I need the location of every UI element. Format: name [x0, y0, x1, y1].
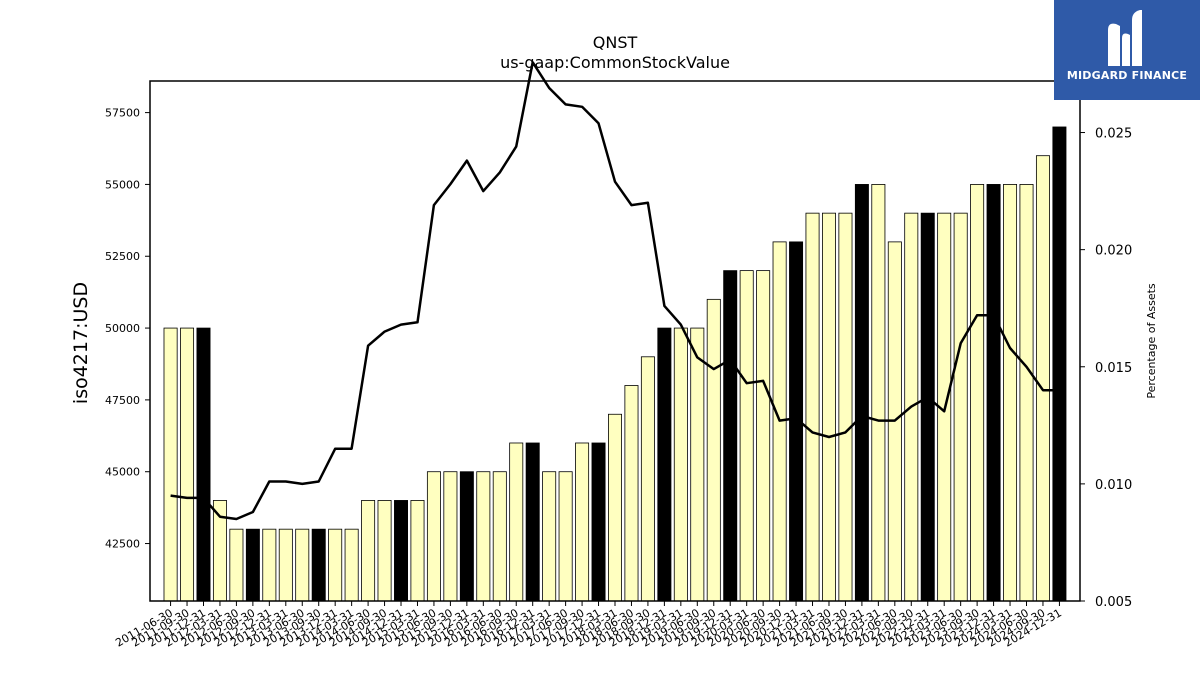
bar — [492, 471, 507, 602]
percentage-line — [170, 61, 1060, 521]
bar — [953, 212, 968, 602]
bar — [344, 528, 359, 602]
bar — [410, 500, 425, 602]
bar — [328, 528, 343, 602]
bar — [361, 500, 376, 602]
bar — [278, 528, 293, 602]
bar — [443, 471, 458, 602]
bar — [838, 212, 853, 602]
bar — [542, 471, 557, 602]
bar — [608, 413, 622, 602]
bar — [575, 442, 590, 602]
bar — [377, 500, 392, 602]
bar — [706, 298, 721, 602]
y2-tick-label: 0.010 — [1095, 478, 1132, 493]
bar — [476, 471, 491, 602]
bar — [509, 442, 524, 602]
axes-group: 42500 45000 47500 50000 52500 55000 57500 0.005… — [105, 80, 1132, 650]
bar — [558, 471, 573, 602]
bar — [196, 327, 211, 602]
logo: MIDGARD FINANCE — [1054, 0, 1200, 100]
chart-title: QNST — [593, 33, 638, 52]
y2-tick-label: 0.015 — [1095, 361, 1132, 376]
bar — [1035, 155, 1050, 602]
bar — [394, 500, 409, 602]
bars-group — [163, 126, 1067, 602]
bar — [180, 327, 195, 602]
y-axis-label: iso4217:USD — [70, 282, 92, 404]
bar — [690, 327, 705, 602]
bar — [624, 385, 639, 602]
bar — [673, 327, 688, 602]
bar — [723, 270, 738, 602]
bar — [986, 184, 1001, 602]
bar — [854, 184, 869, 602]
logo-text: MIDGARD FINANCE — [1066, 69, 1188, 82]
logo-mark-icon — [1108, 10, 1142, 67]
bar — [525, 442, 540, 602]
bar — [459, 471, 474, 602]
bar — [163, 327, 178, 602]
bar — [805, 212, 820, 602]
y-tick-label: 55000 — [105, 178, 140, 191]
bar — [262, 528, 277, 602]
bar — [1052, 126, 1067, 602]
y-tick-label: 50000 — [105, 322, 140, 335]
chart-subtitle: us-gaap:CommonStockValue — [500, 53, 730, 72]
y2-tick-label: 0.005 — [1095, 595, 1132, 610]
bar — [821, 212, 836, 602]
bar — [1003, 184, 1018, 602]
y2-tick-label: 0.025 — [1095, 127, 1132, 142]
bar — [295, 528, 310, 602]
y-tick-label: 45000 — [105, 466, 140, 479]
bar — [245, 528, 260, 602]
bar — [426, 471, 441, 602]
y-tick-label: 52500 — [105, 250, 140, 263]
bar — [591, 442, 606, 602]
y2-axis-label: Percentage of Assets — [1145, 283, 1158, 399]
bar — [1019, 184, 1034, 602]
bar — [756, 270, 771, 602]
y-tick-label: 57500 — [105, 107, 140, 120]
bar — [657, 327, 672, 602]
y-tick-label: 42500 — [105, 538, 140, 551]
bar — [920, 212, 935, 602]
bar — [970, 184, 985, 602]
y2-tick-label: 0.020 — [1095, 244, 1132, 259]
bar — [640, 356, 655, 602]
bar — [871, 184, 886, 602]
bar — [739, 270, 754, 602]
y-tick-label: 47500 — [105, 394, 140, 407]
line-group — [170, 61, 1060, 521]
bar — [311, 528, 326, 602]
bar — [229, 528, 244, 602]
